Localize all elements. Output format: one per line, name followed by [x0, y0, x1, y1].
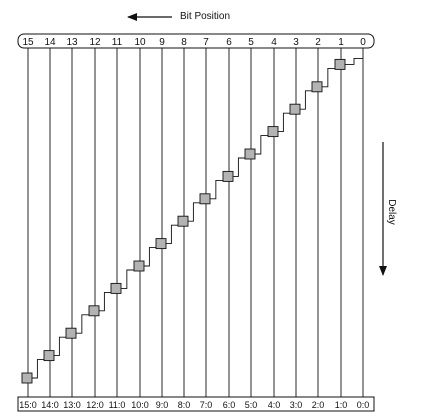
delay-connector: [76, 314, 89, 334]
bit-position-label: 6: [226, 37, 232, 48]
delay-label: Delay: [386, 199, 397, 225]
delay-cell: [311, 81, 323, 93]
delay-cell: [244, 148, 256, 160]
output-label: 2:0: [312, 400, 325, 410]
bit-position-label: 3: [293, 37, 299, 48]
bit-position-bar: [17, 33, 375, 49]
delay-cell: [88, 305, 100, 317]
delay-cell: [21, 372, 33, 384]
output-label: 3:0: [290, 400, 303, 410]
output-label: 15:0: [19, 400, 37, 410]
delay-cell: [65, 327, 77, 339]
bit-position-label: 7: [203, 37, 209, 48]
delay-connector: [121, 269, 134, 289]
output-label: 5:0: [245, 400, 258, 410]
bit-position-label: 8: [181, 37, 187, 48]
output-label: 14:0: [41, 400, 59, 410]
delay-connector: [345, 57, 363, 65]
delay-cell: [289, 103, 301, 115]
diagram-title: Bit Position: [180, 11, 230, 22]
output-label: 13:0: [63, 400, 81, 410]
output-label: 10:0: [131, 400, 149, 410]
delay-cell: [334, 58, 346, 70]
delay-connector: [255, 135, 268, 155]
delay-cell: [199, 193, 211, 205]
delay-cell: [133, 260, 145, 272]
output-label: 6:0: [223, 400, 236, 410]
output-label: 1:0: [335, 400, 348, 410]
delay-connector: [188, 202, 200, 222]
output-label: 9:0: [156, 400, 169, 410]
delay-connector: [32, 359, 44, 379]
bit-position-label: 15: [22, 37, 34, 48]
bit-position-label: 5: [248, 37, 254, 48]
output-label: 11:0: [109, 400, 126, 410]
bit-position-label: 11: [112, 37, 123, 48]
delay-cell: [267, 126, 279, 138]
delay-connector: [99, 291, 111, 312]
bit-position-label: 9: [159, 37, 165, 48]
bit-position-label: 0: [360, 37, 366, 48]
output-label: 0:0: [357, 400, 370, 410]
bit-position-label: 12: [89, 37, 101, 48]
delay-connector: [210, 179, 223, 200]
bit-position-label: 10: [134, 37, 146, 48]
bit-position-label: 14: [44, 37, 56, 48]
delay-connector: [322, 67, 335, 88]
output-label: 12:0: [86, 400, 104, 410]
delay-connector: [166, 224, 178, 245]
delay-connector: [278, 112, 290, 133]
delay-cell: [43, 350, 55, 362]
bit-position-label: 1: [338, 37, 344, 48]
bit-position-label: 13: [66, 37, 78, 48]
delay-cell: [155, 238, 167, 250]
bit-position-label: 4: [271, 37, 277, 48]
output-label: 7:0: [200, 400, 213, 410]
delay-connector: [300, 90, 312, 110]
delay-cell: [110, 282, 122, 294]
delay-cell: [177, 215, 189, 227]
output-bar: [17, 396, 375, 412]
output-label: 4:0: [268, 400, 281, 410]
delay-connector: [233, 157, 245, 177]
delay-cell: [222, 170, 234, 182]
delay-connector: [54, 336, 66, 357]
delay-connector: [144, 247, 156, 267]
output-label: 8:0: [178, 400, 191, 410]
bit-position-label: 2: [315, 37, 321, 48]
